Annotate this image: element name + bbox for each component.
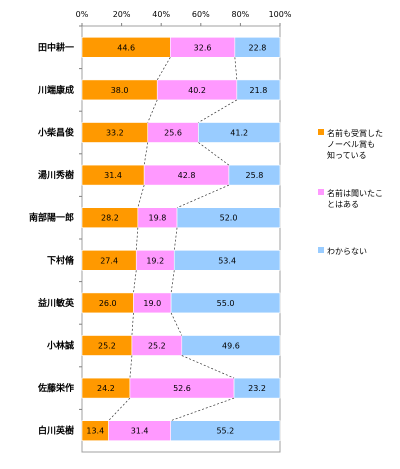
data-label: 21.8	[250, 86, 268, 95]
legend-swatch	[318, 247, 324, 253]
x-tick-label: 0%	[76, 10, 89, 19]
connector-line	[198, 99, 238, 123]
x-tick-label: 100%	[269, 10, 292, 19]
data-label: 25.6	[164, 129, 182, 138]
data-label: 40.2	[188, 86, 206, 95]
data-label: 25.8	[246, 171, 264, 180]
category-label: 佐藤栄作	[37, 382, 74, 394]
data-label: 13.4	[86, 427, 104, 436]
connector-line	[156, 57, 171, 81]
data-label: 25.2	[148, 342, 166, 351]
data-label: 27.4	[100, 256, 118, 265]
data-label: 32.6	[194, 43, 212, 52]
connector-line	[135, 227, 139, 251]
connector-line	[170, 397, 235, 422]
data-label: 28.2	[101, 214, 119, 223]
bar-segment	[181, 335, 281, 356]
data-label: 44.6	[117, 43, 135, 52]
category-label: 白川英樹	[38, 425, 74, 437]
connector-line	[198, 142, 230, 166]
data-label: 41.2	[230, 129, 248, 138]
x-tick-label: 80%	[232, 10, 250, 19]
connector-line	[137, 185, 145, 208]
category-label: 川端康成	[37, 84, 74, 96]
connector-line	[143, 142, 149, 166]
legend-label: わからない	[327, 247, 367, 256]
category-label: 下村脩	[47, 254, 75, 266]
legend-label: 名前は聞いたこ とはある	[327, 189, 383, 209]
data-label: 31.4	[104, 171, 122, 180]
connector-line	[170, 270, 175, 293]
data-label: 52.0	[220, 214, 238, 223]
data-label: 19.0	[143, 299, 161, 308]
bar-segment	[176, 207, 281, 228]
category-label: 湯川秀樹	[38, 169, 74, 181]
bar-segment	[234, 36, 281, 58]
data-label: 33.2	[106, 129, 124, 138]
legend-swatch	[318, 129, 324, 135]
data-label: 42.8	[178, 171, 196, 180]
data-label: 55.0	[217, 299, 235, 308]
bar-segment	[228, 164, 281, 186]
bar-segment	[236, 79, 281, 101]
x-tick-label: 60%	[192, 10, 210, 19]
connector-line	[129, 355, 133, 379]
connector-line	[170, 312, 183, 336]
connector-line	[133, 270, 137, 293]
data-label: 19.2	[146, 256, 164, 265]
x-tick-label: 40%	[152, 10, 170, 19]
data-label: 22.8	[249, 43, 267, 52]
data-label: 25.2	[98, 342, 116, 351]
connector-line	[108, 397, 131, 421]
connector-line	[147, 99, 158, 123]
bar-segment	[173, 250, 281, 271]
connector-line	[131, 312, 134, 336]
data-label: 24.2	[97, 384, 115, 393]
connector-line	[234, 57, 238, 80]
legend-swatch	[318, 189, 324, 195]
bar-segment	[170, 292, 281, 314]
category-label: 小柴昌俊	[37, 127, 74, 139]
bar-segment	[233, 377, 281, 399]
bar-segment	[170, 420, 281, 442]
category-label: 小林誠	[46, 340, 74, 352]
category-label: 田中耕一	[38, 41, 74, 53]
data-label: 38.0	[111, 86, 129, 95]
data-label: 53.4	[218, 256, 236, 265]
category-label: 南部陽一郎	[29, 212, 74, 224]
x-tick-label: 20%	[113, 10, 131, 19]
connector-line	[176, 184, 230, 209]
data-label: 26.0	[99, 299, 117, 308]
connector-line	[173, 227, 178, 251]
connector-line	[181, 355, 235, 379]
data-label: 19.8	[149, 214, 167, 223]
data-label: 52.6	[173, 384, 191, 393]
legend-label: 名前も受賞した ノーベル賞も 知っている	[327, 129, 383, 160]
bar-segment	[198, 122, 281, 143]
data-label: 55.2	[216, 427, 234, 436]
data-label: 23.2	[248, 384, 266, 393]
category-label: 益川敏英	[38, 297, 75, 309]
data-label: 49.6	[222, 342, 240, 351]
data-label: 31.4	[131, 427, 149, 436]
